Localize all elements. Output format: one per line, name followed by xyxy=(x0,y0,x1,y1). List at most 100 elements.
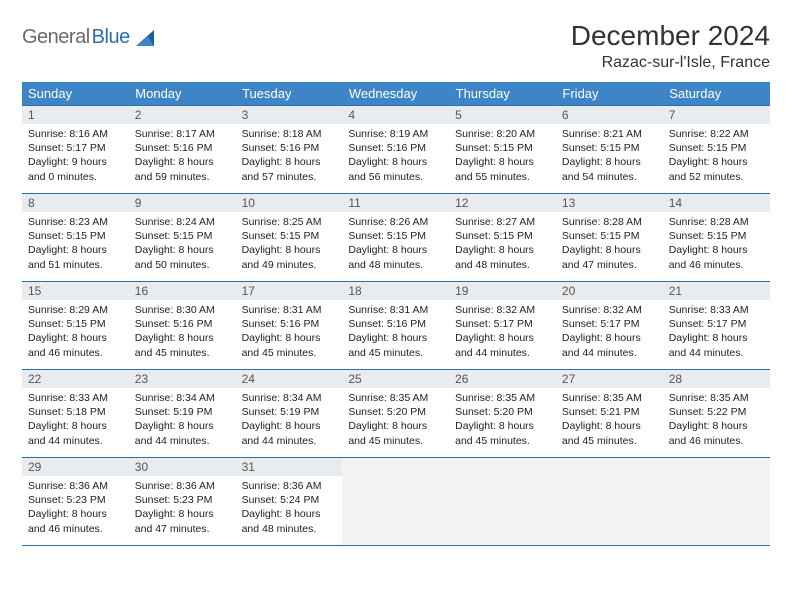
calendar-day: 30Sunrise: 8:36 AMSunset: 5:23 PMDayligh… xyxy=(129,458,236,546)
day-number: 21 xyxy=(663,282,770,300)
sunrise-line: Sunrise: 8:24 AM xyxy=(135,215,230,229)
calendar-day: 9Sunrise: 8:24 AMSunset: 5:15 PMDaylight… xyxy=(129,194,236,282)
day-details: Sunrise: 8:18 AMSunset: 5:16 PMDaylight:… xyxy=(236,124,343,188)
calendar-day: 15Sunrise: 8:29 AMSunset: 5:15 PMDayligh… xyxy=(22,282,129,370)
daylight-line: Daylight: 8 hours and 57 minutes. xyxy=(242,155,337,183)
calendar-day: 27Sunrise: 8:35 AMSunset: 5:21 PMDayligh… xyxy=(556,370,663,458)
daylight-line: Daylight: 8 hours and 45 minutes. xyxy=(562,419,657,447)
calendar-day: 28Sunrise: 8:35 AMSunset: 5:22 PMDayligh… xyxy=(663,370,770,458)
calendar-week: 8Sunrise: 8:23 AMSunset: 5:15 PMDaylight… xyxy=(22,194,770,282)
day-details: Sunrise: 8:20 AMSunset: 5:15 PMDaylight:… xyxy=(449,124,556,188)
daylight-line: Daylight: 8 hours and 44 minutes. xyxy=(669,331,764,359)
calendar-day: 4Sunrise: 8:19 AMSunset: 5:16 PMDaylight… xyxy=(342,106,449,194)
calendar-day: 12Sunrise: 8:27 AMSunset: 5:15 PMDayligh… xyxy=(449,194,556,282)
day-details: Sunrise: 8:32 AMSunset: 5:17 PMDaylight:… xyxy=(449,300,556,364)
day-number: 9 xyxy=(129,194,236,212)
calendar-day: 22Sunrise: 8:33 AMSunset: 5:18 PMDayligh… xyxy=(22,370,129,458)
day-details: Sunrise: 8:28 AMSunset: 5:15 PMDaylight:… xyxy=(663,212,770,276)
calendar-day: 6Sunrise: 8:21 AMSunset: 5:15 PMDaylight… xyxy=(556,106,663,194)
calendar-day: 21Sunrise: 8:33 AMSunset: 5:17 PMDayligh… xyxy=(663,282,770,370)
daylight-line: Daylight: 8 hours and 59 minutes. xyxy=(135,155,230,183)
calendar-day: 11Sunrise: 8:26 AMSunset: 5:15 PMDayligh… xyxy=(342,194,449,282)
daylight-line: Daylight: 8 hours and 47 minutes. xyxy=(562,243,657,271)
day-number: 3 xyxy=(236,106,343,124)
day-details: Sunrise: 8:35 AMSunset: 5:22 PMDaylight:… xyxy=(663,388,770,452)
day-number: 15 xyxy=(22,282,129,300)
sunset-line: Sunset: 5:16 PM xyxy=(242,317,337,331)
day-details: Sunrise: 8:19 AMSunset: 5:16 PMDaylight:… xyxy=(342,124,449,188)
sunset-line: Sunset: 5:16 PM xyxy=(348,141,443,155)
day-details: Sunrise: 8:25 AMSunset: 5:15 PMDaylight:… xyxy=(236,212,343,276)
sunset-line: Sunset: 5:19 PM xyxy=(242,405,337,419)
day-details: Sunrise: 8:31 AMSunset: 5:16 PMDaylight:… xyxy=(342,300,449,364)
day-details: Sunrise: 8:24 AMSunset: 5:15 PMDaylight:… xyxy=(129,212,236,276)
calendar-empty xyxy=(556,458,663,546)
header: GeneralBlue December 2024 Razac-sur-l'Is… xyxy=(22,20,770,72)
calendar-body: 1Sunrise: 8:16 AMSunset: 5:17 PMDaylight… xyxy=(22,106,770,546)
daylight-line: Daylight: 8 hours and 44 minutes. xyxy=(455,331,550,359)
month-title: December 2024 xyxy=(571,20,770,52)
day-number: 29 xyxy=(22,458,129,476)
brand-word-1: General xyxy=(22,26,90,49)
title-block: December 2024 Razac-sur-l'Isle, France xyxy=(571,20,770,72)
calendar-day: 16Sunrise: 8:30 AMSunset: 5:16 PMDayligh… xyxy=(129,282,236,370)
sunset-line: Sunset: 5:17 PM xyxy=(28,141,123,155)
weekday-header: Monday xyxy=(129,82,236,106)
sunrise-line: Sunrise: 8:30 AM xyxy=(135,303,230,317)
sunset-line: Sunset: 5:15 PM xyxy=(135,229,230,243)
day-number: 14 xyxy=(663,194,770,212)
sunset-line: Sunset: 5:23 PM xyxy=(28,493,123,507)
sunrise-line: Sunrise: 8:25 AM xyxy=(242,215,337,229)
sunrise-line: Sunrise: 8:31 AM xyxy=(242,303,337,317)
weekday-header: Tuesday xyxy=(236,82,343,106)
sunrise-line: Sunrise: 8:36 AM xyxy=(135,479,230,493)
calendar-day: 31Sunrise: 8:36 AMSunset: 5:24 PMDayligh… xyxy=(236,458,343,546)
weekday-header: Friday xyxy=(556,82,663,106)
weekday-header: Thursday xyxy=(449,82,556,106)
day-number: 6 xyxy=(556,106,663,124)
daylight-line: Daylight: 8 hours and 52 minutes. xyxy=(669,155,764,183)
sunrise-line: Sunrise: 8:22 AM xyxy=(669,127,764,141)
brand-word-2: Blue xyxy=(92,26,130,49)
day-details: Sunrise: 8:34 AMSunset: 5:19 PMDaylight:… xyxy=(236,388,343,452)
sunrise-line: Sunrise: 8:26 AM xyxy=(348,215,443,229)
day-number: 31 xyxy=(236,458,343,476)
sunrise-line: Sunrise: 8:32 AM xyxy=(455,303,550,317)
daylight-line: Daylight: 8 hours and 46 minutes. xyxy=(28,331,123,359)
sunset-line: Sunset: 5:15 PM xyxy=(669,141,764,155)
sunset-line: Sunset: 5:15 PM xyxy=(28,317,123,331)
daylight-line: Daylight: 8 hours and 54 minutes. xyxy=(562,155,657,183)
daylight-line: Daylight: 8 hours and 45 minutes. xyxy=(348,331,443,359)
daylight-line: Daylight: 8 hours and 46 minutes. xyxy=(669,419,764,447)
sunset-line: Sunset: 5:20 PM xyxy=(348,405,443,419)
sunset-line: Sunset: 5:15 PM xyxy=(242,229,337,243)
calendar-day: 8Sunrise: 8:23 AMSunset: 5:15 PMDaylight… xyxy=(22,194,129,282)
day-number: 4 xyxy=(342,106,449,124)
calendar-day: 29Sunrise: 8:36 AMSunset: 5:23 PMDayligh… xyxy=(22,458,129,546)
calendar-day: 17Sunrise: 8:31 AMSunset: 5:16 PMDayligh… xyxy=(236,282,343,370)
daylight-line: Daylight: 8 hours and 48 minutes. xyxy=(242,507,337,535)
day-details: Sunrise: 8:29 AMSunset: 5:15 PMDaylight:… xyxy=(22,300,129,364)
sunrise-line: Sunrise: 8:34 AM xyxy=(242,391,337,405)
day-number: 28 xyxy=(663,370,770,388)
calendar-empty xyxy=(342,458,449,546)
day-number: 8 xyxy=(22,194,129,212)
daylight-line: Daylight: 8 hours and 44 minutes. xyxy=(562,331,657,359)
day-number: 23 xyxy=(129,370,236,388)
day-details: Sunrise: 8:35 AMSunset: 5:20 PMDaylight:… xyxy=(449,388,556,452)
brand-logo: GeneralBlue xyxy=(22,26,156,49)
day-details: Sunrise: 8:23 AMSunset: 5:15 PMDaylight:… xyxy=(22,212,129,276)
day-number: 13 xyxy=(556,194,663,212)
day-details: Sunrise: 8:21 AMSunset: 5:15 PMDaylight:… xyxy=(556,124,663,188)
sunrise-line: Sunrise: 8:35 AM xyxy=(348,391,443,405)
daylight-line: Daylight: 8 hours and 44 minutes. xyxy=(135,419,230,447)
weekday-header: Sunday xyxy=(22,82,129,106)
calendar-day: 18Sunrise: 8:31 AMSunset: 5:16 PMDayligh… xyxy=(342,282,449,370)
sunrise-line: Sunrise: 8:35 AM xyxy=(455,391,550,405)
sunrise-line: Sunrise: 8:28 AM xyxy=(562,215,657,229)
sunrise-line: Sunrise: 8:19 AM xyxy=(348,127,443,141)
day-details: Sunrise: 8:36 AMSunset: 5:24 PMDaylight:… xyxy=(236,476,343,540)
sunset-line: Sunset: 5:15 PM xyxy=(455,141,550,155)
calendar-head: SundayMondayTuesdayWednesdayThursdayFrid… xyxy=(22,82,770,106)
daylight-line: Daylight: 8 hours and 44 minutes. xyxy=(242,419,337,447)
